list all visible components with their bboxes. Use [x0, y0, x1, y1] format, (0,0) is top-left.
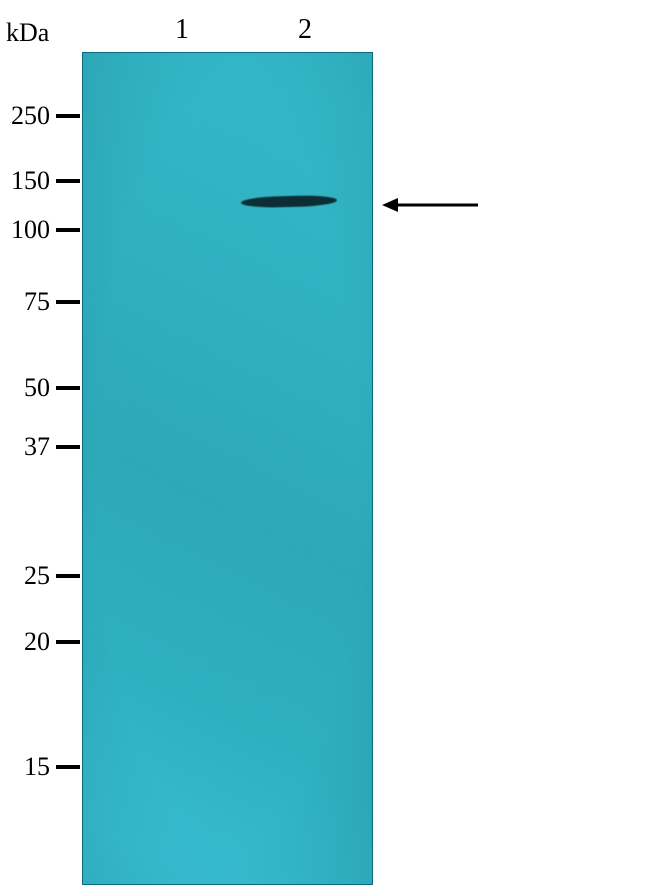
mw-label-15: 15 — [4, 752, 50, 782]
mw-tick-37 — [56, 445, 80, 449]
lane-label-1: 1 — [175, 14, 189, 46]
mw-tick-100 — [56, 228, 80, 232]
unit-label: kDa — [6, 18, 49, 48]
mw-label-20: 20 — [4, 627, 50, 657]
mw-label-50: 50 — [4, 373, 50, 403]
mw-tick-75 — [56, 300, 80, 304]
membrane-background — [83, 53, 373, 885]
mw-label-37: 37 — [4, 432, 50, 462]
mw-label-25: 25 — [4, 561, 50, 591]
western-blot-figure: kDa 1 2 250 150 100 75 50 37 25 20 15 — [0, 0, 650, 886]
mw-tick-15 — [56, 765, 80, 769]
lane-label-2: 2 — [298, 14, 312, 46]
mw-tick-150 — [56, 179, 80, 183]
mw-tick-20 — [56, 640, 80, 644]
mw-label-150: 150 — [4, 166, 50, 196]
mw-label-75: 75 — [4, 287, 50, 317]
band-arrow-0 — [382, 197, 478, 213]
mw-tick-25 — [56, 574, 80, 578]
blot-membrane — [82, 52, 373, 885]
mw-tick-50 — [56, 386, 80, 390]
mw-label-250: 250 — [4, 101, 50, 131]
mw-label-100: 100 — [4, 215, 50, 245]
mw-tick-250 — [56, 114, 80, 118]
